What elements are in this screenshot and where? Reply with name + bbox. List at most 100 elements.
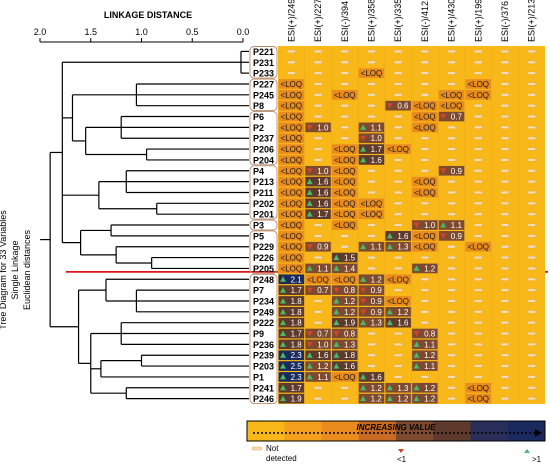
cell-value: 1.1 xyxy=(371,123,383,132)
up-arrow-icon xyxy=(386,319,393,326)
heatmap-cell xyxy=(358,382,385,393)
not-detected-mark xyxy=(474,49,483,53)
up-arrow-icon xyxy=(280,384,286,391)
not-detected-mark xyxy=(313,136,323,140)
legend-arrow-head-icon xyxy=(535,429,542,437)
up-arrow-icon xyxy=(306,352,313,358)
row-label: P202 xyxy=(253,199,274,209)
cell-value: 1.2 xyxy=(424,264,436,273)
cell-value: 1.4 xyxy=(344,264,356,273)
cell-value: <LOQ xyxy=(334,156,356,165)
not-detected-mark xyxy=(393,49,403,53)
cell-value: <LOQ xyxy=(334,178,356,187)
down-arrow-icon xyxy=(306,168,313,174)
cell-value: <LOQ xyxy=(467,384,489,393)
column-header: ESI(-)/394 xyxy=(340,1,350,42)
heatmap-cell xyxy=(278,100,305,111)
row-label: P234 xyxy=(253,296,274,306)
heatmap-cell xyxy=(412,231,438,241)
heatmap-cell xyxy=(358,307,385,317)
cell-value: 1.0 xyxy=(317,167,329,176)
heatmap-cell xyxy=(358,144,385,154)
column-header: ESI(+)/430 xyxy=(447,0,457,42)
legend-not-detected-label: Not detected xyxy=(266,444,297,463)
not-detected-mark xyxy=(500,277,510,281)
cell-value: 1.2 xyxy=(424,351,436,360)
not-detected-mark xyxy=(500,158,510,162)
heatmap-cell xyxy=(332,220,358,230)
dendrogram-axis: 2.0 1.5 1.0 0.5 0.0 xyxy=(34,27,249,43)
heatmap-cell xyxy=(332,296,358,306)
not-detected-mark xyxy=(420,321,430,325)
not-detected-mark xyxy=(527,234,536,238)
column-header: ESI(-)/412 xyxy=(420,1,430,42)
cell-value: 2.1 xyxy=(291,275,303,284)
not-detected-mark xyxy=(447,277,456,281)
heatmap-cell xyxy=(305,209,331,219)
row-group-bracket xyxy=(249,230,278,274)
not-detected-mark xyxy=(340,234,349,238)
cell-value: 1.7 xyxy=(291,286,303,295)
not-detected-mark xyxy=(287,71,296,75)
not-detected-mark xyxy=(420,288,430,292)
up-arrow-icon xyxy=(280,373,286,380)
cell-value: 1.0 xyxy=(424,221,436,230)
heatmap-cell xyxy=(305,274,331,285)
heatmap-cell xyxy=(358,317,385,328)
heatmap-cell xyxy=(385,144,411,154)
legend-down-label: <1 xyxy=(397,455,407,464)
row-group-bracket xyxy=(249,273,278,405)
cell-value: <LOQ xyxy=(281,254,303,263)
cell-value: 2.5 xyxy=(291,362,303,371)
heatmap-cell xyxy=(305,176,331,187)
not-detected-mark xyxy=(474,169,483,173)
heatmap-cell xyxy=(278,339,305,350)
not-detected-mark xyxy=(447,147,456,151)
heatmap-cell xyxy=(438,220,465,230)
cell-value: 2.3 xyxy=(291,351,303,360)
heatmap-cell xyxy=(412,176,438,187)
not-detected-mark xyxy=(500,201,510,205)
up-arrow-icon xyxy=(413,341,420,347)
not-detected-mark xyxy=(447,256,456,260)
not-detected-mark xyxy=(447,136,456,140)
cell-value: <LOQ xyxy=(281,188,303,197)
heatmap-cell xyxy=(385,241,411,252)
not-detected-mark xyxy=(313,158,323,162)
not-detected-mark xyxy=(393,115,403,119)
not-detected-mark xyxy=(474,234,483,238)
not-detected-mark xyxy=(500,288,510,292)
cell-value: <LOQ xyxy=(361,210,383,219)
not-detected-mark xyxy=(420,93,430,97)
not-detected-mark xyxy=(500,169,510,173)
heatmap-cell xyxy=(278,317,305,328)
column-header: ESI(+)/213 xyxy=(527,0,537,42)
cell-value: 1.2 xyxy=(424,395,436,404)
cell-value: 1.2 xyxy=(371,384,383,393)
row-label: P222 xyxy=(253,318,274,328)
not-detected-mark xyxy=(474,375,483,379)
heatmap-cell xyxy=(278,165,305,176)
up-arrow-icon xyxy=(360,373,367,380)
not-detected-mark xyxy=(474,288,483,292)
cell-value: <LOQ xyxy=(281,178,303,187)
row-label: P6 xyxy=(253,112,264,122)
not-detected-mark xyxy=(420,136,430,140)
cell-value: 0.9 xyxy=(371,286,383,295)
not-detected-mark xyxy=(447,364,456,368)
not-detected-mark xyxy=(393,266,403,270)
cell-value: 1.9 xyxy=(344,319,356,328)
heatmap-cell xyxy=(385,317,411,328)
cell-value: <LOQ xyxy=(441,102,463,111)
not-detected-mark xyxy=(527,71,536,75)
heatmap-cell xyxy=(305,263,331,274)
not-detected-mark xyxy=(500,115,510,119)
not-detected-mark xyxy=(393,332,403,336)
heatmap-cell xyxy=(305,165,331,176)
heatmap-cell xyxy=(412,122,438,133)
side-title-line-1: Tree Diagram for 33 Variables xyxy=(0,210,8,330)
not-detected-mark xyxy=(447,201,456,205)
down-arrow-icon xyxy=(360,135,367,142)
not-detected-mark xyxy=(474,332,483,336)
not-detected-mark xyxy=(393,71,403,75)
